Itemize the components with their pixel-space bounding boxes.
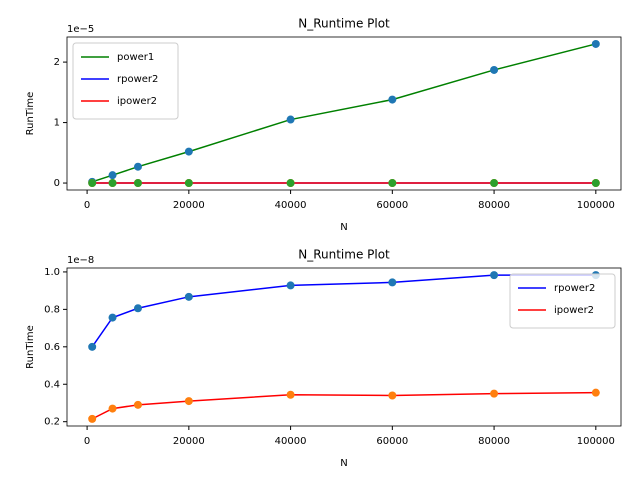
x-tick-label: 40000 bbox=[275, 200, 307, 211]
x-tick-label: 60000 bbox=[376, 436, 408, 447]
y-tick-label: 2 bbox=[54, 57, 60, 68]
data-point bbox=[108, 179, 117, 188]
data-point bbox=[133, 304, 142, 313]
x-tick-label: 20000 bbox=[173, 436, 205, 447]
series-line bbox=[91, 391, 596, 420]
data-point bbox=[133, 179, 142, 188]
x-tick-label: 60000 bbox=[376, 200, 408, 211]
data-point bbox=[591, 388, 600, 397]
x-tick-label: 80000 bbox=[478, 436, 510, 447]
data-point bbox=[591, 39, 600, 48]
data-point bbox=[388, 391, 397, 400]
data-point bbox=[88, 414, 97, 423]
offset-text: 1e−5 bbox=[67, 24, 94, 35]
x-tick-label: 0 bbox=[84, 200, 90, 211]
chart-title: N_Runtime Plot bbox=[298, 17, 390, 31]
data-point bbox=[108, 404, 117, 413]
y-axis-label: RunTime bbox=[25, 325, 36, 369]
x-tick-label: 20000 bbox=[173, 200, 205, 211]
data-point bbox=[184, 292, 193, 301]
data-point bbox=[108, 171, 117, 180]
data-point bbox=[286, 390, 295, 399]
y-tick-label: 0.4 bbox=[44, 379, 60, 390]
series-line bbox=[91, 43, 597, 183]
x-tick-label: 80000 bbox=[478, 200, 510, 211]
data-point bbox=[388, 278, 397, 287]
offset-text: 1e−8 bbox=[67, 255, 94, 266]
axes-frame bbox=[66, 36, 622, 191]
axes-frame bbox=[66, 267, 622, 427]
y-tick-label: 0.8 bbox=[44, 304, 60, 315]
data-point bbox=[286, 281, 295, 290]
data-point bbox=[490, 179, 499, 188]
data-point bbox=[490, 389, 499, 398]
data-point bbox=[490, 65, 499, 74]
legend-label: power1 bbox=[117, 52, 154, 63]
data-point bbox=[88, 342, 97, 351]
data-point bbox=[591, 179, 600, 188]
data-point bbox=[184, 397, 193, 406]
data-point bbox=[108, 313, 117, 322]
x-axis-label: N bbox=[340, 458, 347, 469]
x-tick-label: 0 bbox=[84, 436, 90, 447]
legend-label: rpower2 bbox=[554, 283, 595, 294]
y-tick-label: 0.2 bbox=[44, 417, 60, 428]
data-point bbox=[133, 400, 142, 409]
legend-label: ipower2 bbox=[117, 96, 157, 107]
y-axis-label: RunTime bbox=[25, 92, 36, 136]
data-point bbox=[388, 179, 397, 188]
x-tick-label: 100000 bbox=[577, 436, 615, 447]
x-tick-label: 100000 bbox=[577, 200, 615, 211]
legend-label: rpower2 bbox=[117, 74, 158, 85]
data-point bbox=[388, 95, 397, 104]
data-point bbox=[88, 179, 97, 188]
x-tick-label: 40000 bbox=[275, 436, 307, 447]
data-point bbox=[490, 271, 499, 280]
x-axis-label: N bbox=[340, 222, 347, 233]
y-tick-label: 1.0 bbox=[44, 267, 60, 278]
data-point bbox=[184, 147, 193, 156]
data-point bbox=[286, 179, 295, 188]
chart-title: N_Runtime Plot bbox=[298, 248, 390, 262]
y-tick-label: 0.6 bbox=[44, 342, 60, 353]
y-tick-label: 0 bbox=[54, 178, 60, 189]
data-point bbox=[286, 115, 295, 124]
data-point bbox=[184, 179, 193, 188]
legend-box bbox=[72, 42, 179, 120]
series-line bbox=[91, 274, 596, 348]
legend-label: ipower2 bbox=[554, 305, 594, 316]
y-tick-label: 1 bbox=[54, 118, 60, 129]
data-point bbox=[133, 162, 142, 171]
